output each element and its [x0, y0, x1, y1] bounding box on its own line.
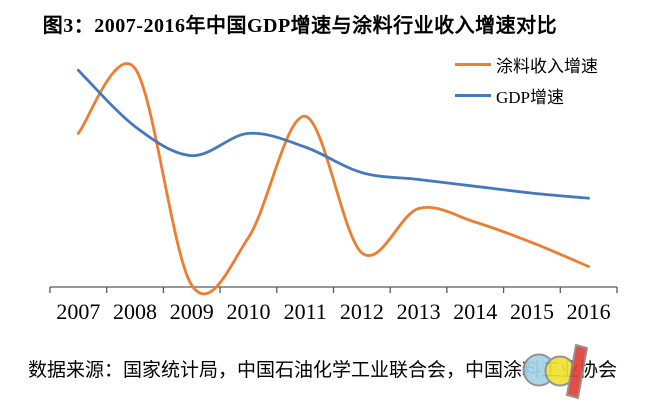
- data-source-note: 数据来源：国家统计局，中国石油化学工业联合会，中国涂料工业协会: [28, 360, 618, 381]
- x-axis-label: 2012: [339, 299, 384, 324]
- x-axis-label: 2016: [566, 299, 611, 324]
- x-axis-ticks: [49, 287, 618, 293]
- legend-label-gdp: GDP增速: [496, 88, 565, 107]
- chart-title: 图3：2007-2016年中国GDP增速与涂料行业收入增速对比: [42, 15, 558, 37]
- logo-red-slash: [566, 344, 588, 399]
- association-logo-icon: [522, 344, 588, 399]
- legend-label-paint-revenue: 涂料收入增速: [496, 57, 598, 76]
- paint-revenue-series-line: [76, 62, 590, 296]
- legend: 涂料收入增速 GDP增速: [455, 49, 598, 111]
- x-axis-label: 2010: [226, 299, 271, 324]
- legend-item-gdp: GDP增速: [455, 80, 598, 111]
- x-axis-label: 2014: [453, 299, 498, 324]
- x-axis-labels: 2007 2008 2009 2010 2011 2012 2013 2014 …: [50, 299, 617, 325]
- gdp-line-swatch: [455, 94, 491, 97]
- x-axis-label: 2013: [396, 299, 441, 324]
- x-axis-label: 2011: [283, 299, 327, 324]
- paint-revenue-line-swatch: [455, 63, 491, 66]
- x-axis-label: 2008: [113, 299, 158, 324]
- gdp-series-line: [76, 68, 590, 200]
- legend-item-paint-revenue: 涂料收入增速: [455, 49, 598, 80]
- x-axis-label: 2015: [509, 299, 554, 324]
- x-axis-label: 2009: [169, 299, 214, 324]
- x-axis-label: 2007: [56, 299, 101, 324]
